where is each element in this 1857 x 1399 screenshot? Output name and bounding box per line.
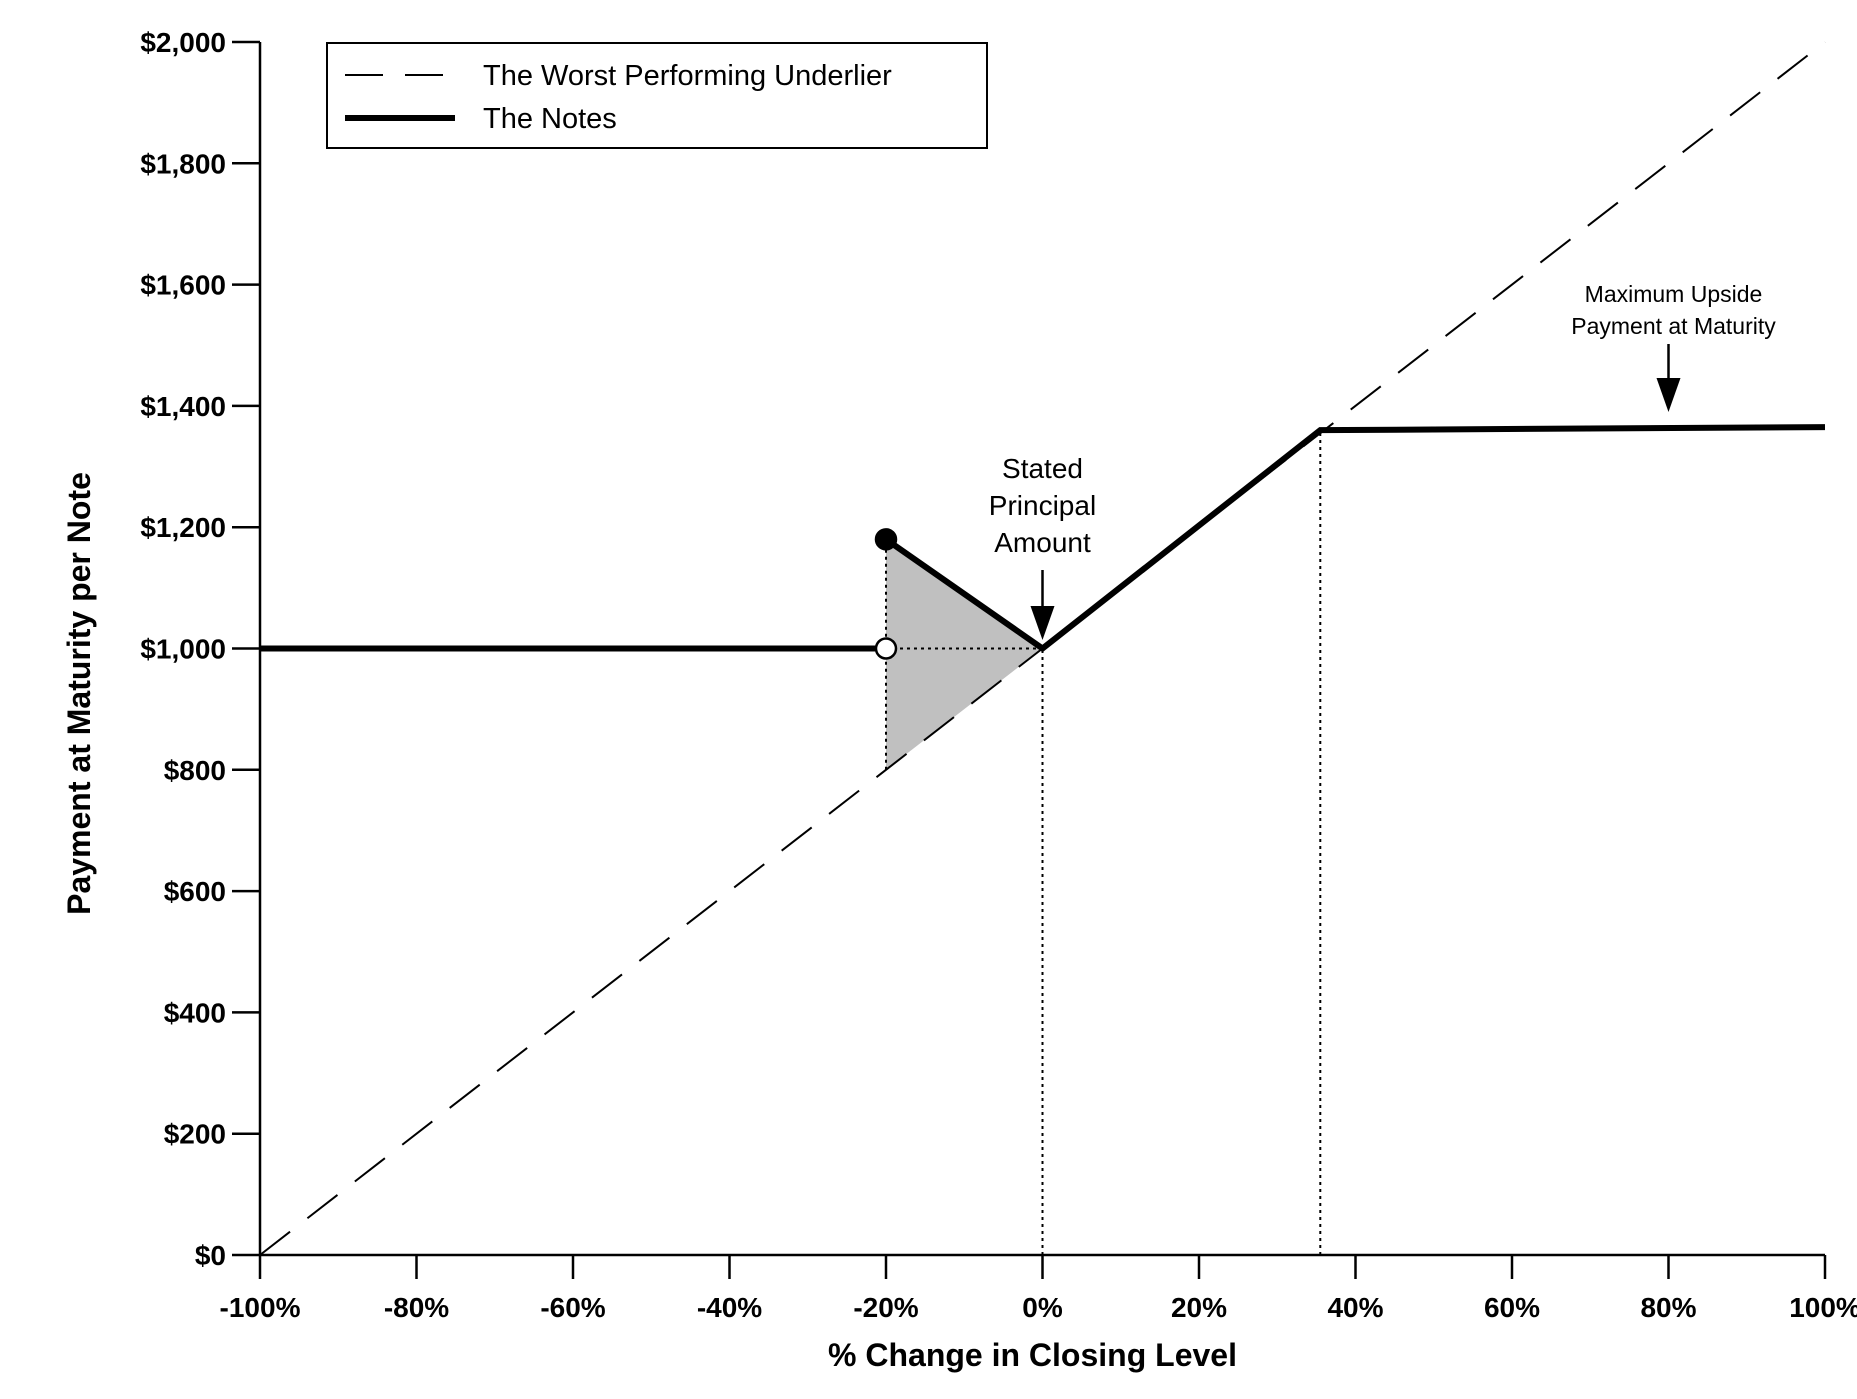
- legend-box: [326, 42, 988, 149]
- y-axis-title: Payment at Maturity per Note: [61, 472, 97, 915]
- shaded-region: [886, 539, 1043, 770]
- annotation-arrow-head: [1656, 378, 1681, 412]
- x-tick-label: -100%: [220, 1292, 301, 1323]
- x-tick-label: -20%: [853, 1292, 918, 1323]
- y-tick-label: $400: [164, 997, 226, 1028]
- legend-label: The Worst Performing Underlier: [483, 60, 892, 92]
- annotation-max-upside-line: Payment at Maturity: [1571, 313, 1776, 339]
- x-tick-label: 100%: [1789, 1292, 1857, 1323]
- x-tick-label: 0%: [1022, 1292, 1063, 1323]
- x-tick-label: -80%: [384, 1292, 449, 1323]
- y-tick-label: $1,600: [140, 270, 226, 301]
- annotation-max-upside-line: Maximum Upside: [1585, 281, 1763, 307]
- x-tick-label: -40%: [697, 1292, 762, 1323]
- annotation-stated-principal-line: Stated: [1002, 453, 1083, 484]
- y-tick-label: $2,000: [140, 27, 226, 58]
- x-tick-label: -60%: [540, 1292, 605, 1323]
- x-tick-label: 60%: [1484, 1292, 1540, 1323]
- open-marker: [874, 637, 898, 660]
- x-tick-label: 20%: [1171, 1292, 1227, 1323]
- x-tick-label: 80%: [1640, 1292, 1696, 1323]
- y-tick-label: $1,200: [140, 512, 226, 543]
- series-notes-segment-1: [884, 424, 1826, 653]
- y-tick-label: $1,800: [140, 148, 226, 179]
- y-tick-label: $1,400: [140, 391, 226, 422]
- y-tick-label: $1,000: [140, 634, 226, 665]
- x-tick-label: 40%: [1327, 1292, 1383, 1323]
- y-tick-label: $200: [164, 1119, 226, 1150]
- annotation-stated-principal-line: Principal: [989, 490, 1096, 521]
- y-tick-label: $600: [164, 876, 226, 907]
- y-tick-label: $800: [164, 755, 226, 786]
- filled-marker: [874, 528, 898, 551]
- y-tick-label: $0: [195, 1240, 226, 1271]
- annotation-arrow-head: [1030, 606, 1055, 640]
- x-axis-title: % Change in Closing Level: [828, 1337, 1237, 1373]
- legend-label: The Notes: [483, 103, 617, 135]
- annotation-stated-principal-line: Amount: [994, 527, 1091, 558]
